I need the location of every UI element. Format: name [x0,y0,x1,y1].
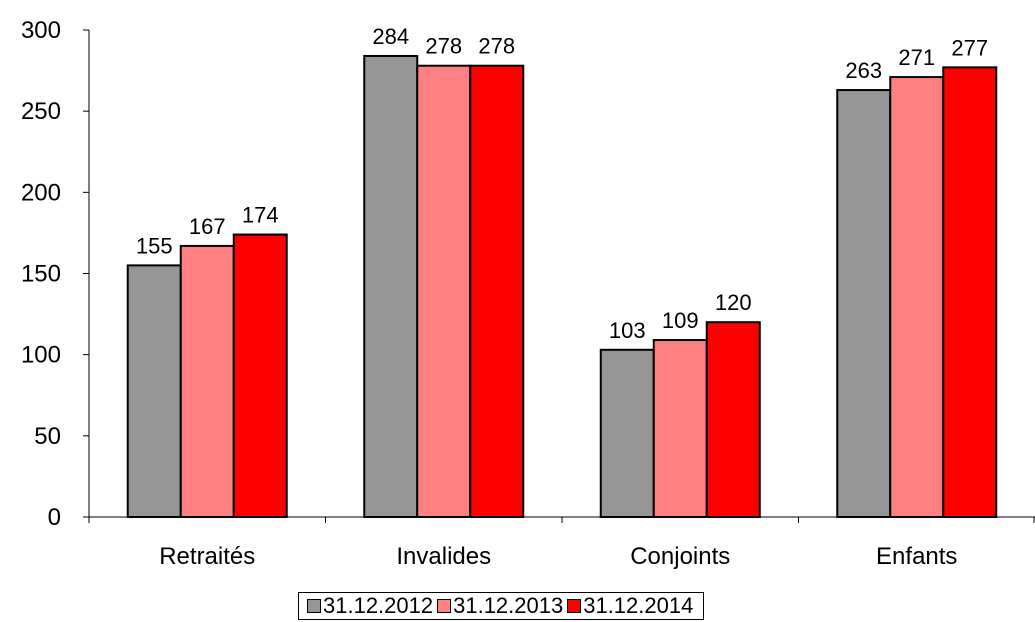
y-tick-label: 250 [21,98,61,125]
legend-swatch [437,599,452,613]
bar [232,233,288,518]
x-category-label: Invalides [396,543,491,570]
legend-item: 31.12.2013 [437,595,563,617]
legend-label: 31.12.2012 [323,593,434,618]
y-axis: 0 50 100 150 200 250 300 [21,17,90,531]
bar [942,66,998,518]
x-category-label: Enfants [876,543,957,570]
legend: 31.12.2012 31.12.2013 31.12.2014 [298,592,705,620]
bars [126,54,998,519]
legend-label: 31.12.2013 [453,593,564,618]
data-label: 278 [478,34,515,59]
y-tick-label: 100 [21,342,61,369]
bar [889,76,945,519]
legend-item: 31.12.2014 [567,595,693,617]
data-label: 263 [845,58,882,83]
x-category-label: Retraités [159,543,255,570]
legend-swatch [307,599,321,613]
bar [652,339,708,518]
legend-label: 31.12.2014 [583,593,694,618]
data-label: 120 [715,290,752,315]
y-tick-label: 150 [21,261,61,288]
y-tick-label: 0 [48,504,61,531]
data-label: 174 [242,203,279,228]
bar [416,64,472,518]
bar [126,264,182,518]
data-label: 278 [425,34,462,59]
bar-chart: 0 50 100 150 200 250 300 Retraités Invalides Con… [21,17,1035,570]
bar [363,54,419,519]
y-tick-label: 50 [34,423,61,450]
data-label: 271 [898,45,935,70]
y-tick-label: 200 [21,179,61,206]
bar [179,244,235,519]
data-label: 103 [609,318,646,343]
x-category-label: Conjoints [630,543,730,570]
bar [599,348,655,518]
y-tick-label: 300 [21,17,61,44]
data-labels: 155 167 174 284 278 278 103 109 120 263 271 277 [136,24,988,343]
bar [469,64,525,518]
x-axis: Retraités Invalides Conjoints Enfants [88,516,1035,570]
legend-swatch [567,599,582,613]
data-label: 155 [136,233,173,258]
data-label: 167 [189,214,226,239]
legend-item: 31.12.2012 [307,595,433,617]
data-label: 284 [372,24,409,49]
bar [705,321,761,519]
data-label: 277 [951,35,988,60]
data-label: 109 [662,308,699,333]
bar [836,89,892,519]
